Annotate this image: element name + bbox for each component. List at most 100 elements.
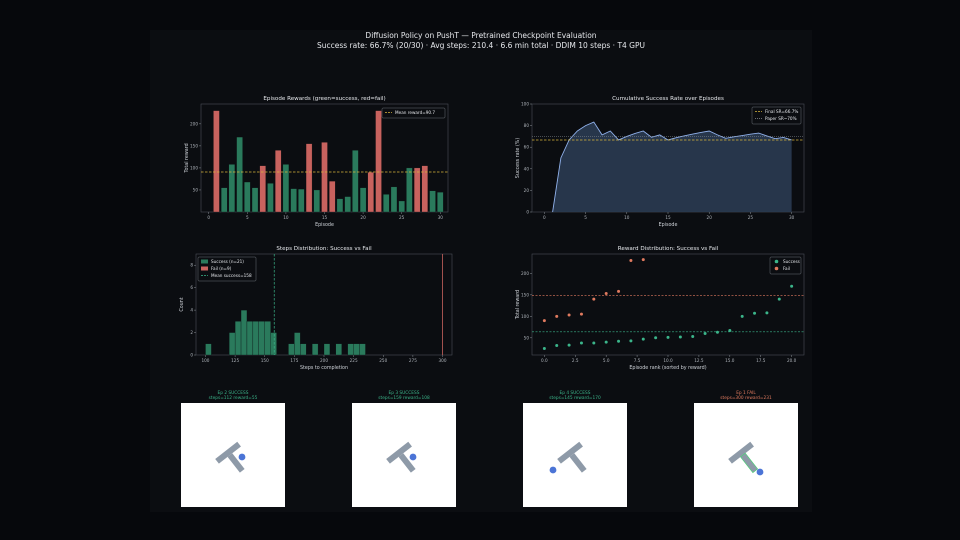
y-tick-label: 100 [521, 102, 529, 107]
legend-box [197, 256, 257, 282]
x-tick-label: 225 [350, 358, 358, 363]
success-point [555, 344, 559, 348]
x-tick-label: 10 [283, 215, 289, 220]
fail-point [641, 258, 645, 262]
goal-outline [740, 452, 759, 474]
steps-bar [300, 343, 307, 356]
x-tick-label: 0 [543, 215, 546, 220]
x-axis-label: Episode rank (sorted by reward) [629, 365, 706, 371]
chart-svg: Reward Distribution: Success vs Fail Epis… [515, 246, 805, 371]
x-axis-label: Steps to completion [300, 365, 348, 371]
goal-outline-stem [740, 452, 759, 474]
thumbnail-detail: steps=159 reward=108 [378, 396, 430, 401]
y-tick-label: 100 [521, 314, 529, 319]
y-tick-label: 200 [190, 121, 198, 126]
success-point [765, 311, 769, 315]
pusht-scene [215, 441, 246, 473]
x-tick-label: 30 [789, 215, 795, 220]
steps-bar [234, 321, 242, 356]
steps-bar [353, 343, 360, 356]
reward-distribution-chart: Reward Distribution: Success vs Fail Epis… [508, 240, 808, 375]
y-tick-label: 2 [190, 330, 193, 335]
thumbnail-label: Ep 2 SUCCESS steps=112 reward=55 [163, 391, 303, 401]
y-tick-label: 0 [526, 210, 529, 215]
chart-title: Cumulative Success Rate over Episodes [612, 96, 724, 102]
success-point [617, 339, 621, 343]
x-tick-label: 150 [261, 358, 269, 363]
reward-bar [367, 172, 374, 213]
x-tick-label: 2.5 [572, 358, 579, 363]
reward-bar [220, 187, 228, 213]
t-block-stem [569, 453, 587, 473]
rollout-thumbnail [352, 403, 456, 507]
x-tick-label: 20 [360, 215, 366, 220]
legend-box [751, 106, 802, 125]
reward-bar [267, 183, 274, 213]
steps-bar [264, 321, 271, 356]
fail-point [555, 314, 559, 318]
thumbnail-title: Ep 3 SUCCESS [388, 391, 420, 396]
x-tick-label: 300 [439, 358, 447, 363]
y-axis-label: Success rate (%) [515, 138, 521, 179]
agent-marker [756, 468, 764, 476]
reward-bar [313, 189, 320, 213]
reward-bar [275, 150, 282, 213]
success-point [567, 343, 571, 347]
legend-label: Fail [783, 266, 790, 271]
x-tick-label: 5 [584, 215, 587, 220]
y-tick-label: 8 [190, 263, 193, 268]
success-point [592, 341, 596, 345]
x-tick-label: 10 [624, 215, 630, 220]
x-tick-label: 10.0 [663, 358, 673, 363]
legend-swatch [201, 259, 208, 264]
success-point [728, 329, 732, 333]
steps-bar [294, 332, 301, 356]
reward-bar [352, 150, 359, 213]
success-point [790, 284, 794, 288]
steps-bar [270, 332, 277, 356]
y-tick-label: 40 [524, 166, 530, 171]
y-tick-label: 200 [521, 271, 529, 276]
t-block [215, 441, 245, 473]
x-tick-label: 30 [438, 215, 444, 220]
agent-marker [549, 466, 557, 474]
steps-bar [311, 343, 319, 356]
x-tick-label: 17.5 [756, 358, 766, 363]
fail-point [542, 319, 546, 323]
figure-subtitle: Success rate: 66.7% (20/30) · Avg steps:… [316, 41, 645, 50]
legend-label: Success [783, 259, 800, 264]
reward-bar [359, 187, 367, 213]
chart-svg: Steps Distribution: Success vs Fail Steps… [179, 246, 453, 371]
t-block-top [728, 441, 754, 464]
steps-bar [347, 343, 354, 356]
agent-marker [238, 453, 246, 461]
steps-bar [240, 309, 248, 356]
thumbnail-detail: steps=300 reward=231 [720, 396, 772, 401]
legend-label: Final SR=66.7% [765, 109, 798, 114]
reward-bar [321, 142, 328, 213]
fail-point [604, 292, 608, 296]
x-tick-label: 0 [207, 215, 210, 220]
thumbnail-label: Ep 4 SUCCESS steps=145 reward=170 [505, 391, 645, 401]
fail-point [629, 258, 633, 262]
x-tick-label: 20.0 [787, 358, 797, 363]
success-point [542, 347, 546, 351]
success-area [552, 122, 792, 212]
reward-bar [406, 167, 413, 213]
reward-bar [329, 180, 336, 213]
success-line [552, 121, 792, 213]
y-tick-label: 150 [521, 292, 529, 297]
success-point [715, 330, 719, 334]
success-point [579, 341, 583, 345]
reward-bar [383, 194, 390, 213]
x-tick-label: 100 [201, 358, 209, 363]
steps-bar [205, 343, 212, 356]
legend-label: Success (n=21) [211, 259, 244, 264]
pusht-scene [549, 441, 587, 474]
y-tick-label: 0 [190, 353, 193, 358]
reward-bar [228, 164, 236, 213]
x-tick-label: 275 [409, 358, 417, 363]
reward-bar [282, 164, 290, 213]
reward-bar [429, 190, 436, 213]
fail-point [567, 313, 571, 317]
